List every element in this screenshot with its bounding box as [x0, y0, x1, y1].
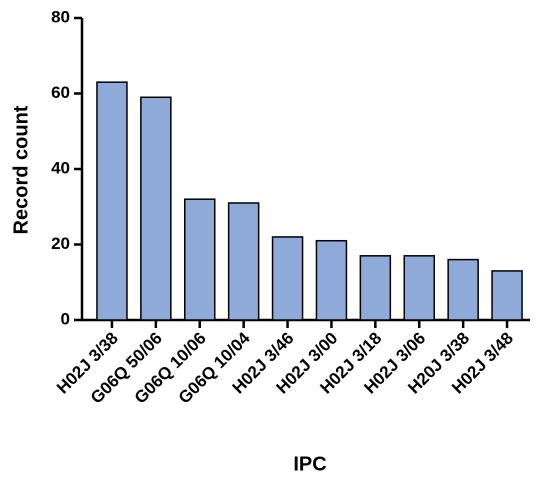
y-tick-label: 80: [51, 7, 70, 26]
bar: [140, 96, 172, 321]
bar: [403, 255, 435, 321]
bar: [96, 81, 128, 321]
y-tick-label: 40: [51, 158, 70, 177]
y-tick-label: 20: [51, 234, 70, 253]
bar: [271, 236, 304, 321]
y-tick-label: 0: [61, 309, 70, 328]
bar: [491, 270, 523, 321]
bar: [184, 198, 216, 321]
bar: [359, 255, 392, 321]
x-axis-label: IPC: [293, 453, 326, 475]
bar: [315, 239, 348, 321]
bar: [447, 258, 479, 321]
bar: [227, 202, 260, 321]
y-tick-label: 60: [51, 83, 70, 102]
y-axis-label: Record count: [10, 105, 32, 234]
